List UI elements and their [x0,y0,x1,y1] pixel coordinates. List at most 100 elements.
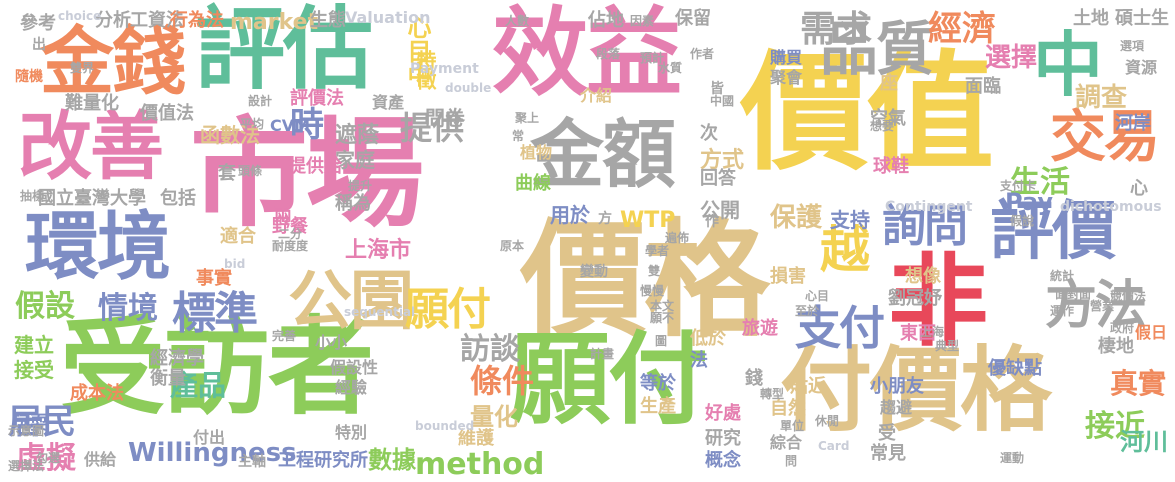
cloud-word: 雙 [648,264,661,278]
cloud-word: 介紹 [580,86,613,105]
cloud-word: 東西 [900,323,936,344]
cloud-word: 損害 [770,266,806,287]
cloud-word: 假說 [1010,214,1035,228]
cloud-word: 虛擬 [16,441,76,476]
cloud-word: WTP [620,208,676,233]
cloud-word: market [230,10,319,35]
cloud-word: 遮蔭 [335,123,380,148]
cloud-word: 時 [290,105,324,145]
cloud-word: 設計 [248,94,273,108]
cloud-word: 至於 [795,304,820,318]
cloud-word: 工程研究所 [278,450,368,471]
cloud-word: 評價 [990,195,1116,269]
cloud-word: Contingent [885,199,973,215]
cloud-word: 用於 [550,203,590,227]
cloud-word: 受 [878,423,896,444]
cloud-word: 購買 [770,48,803,67]
cloud-word: 家庭 [335,148,375,172]
cloud-word: 難量化 [65,93,119,114]
cloud-word: 好處 [705,403,741,424]
cloud-word: 常見 [870,443,906,464]
cloud-word: 需求 [800,9,873,50]
cloud-word: 段落 [596,47,621,61]
cloud-word: 生活 [1010,165,1070,200]
cloud-word: 方法 [1045,276,1147,336]
cloud-word: 生態 [310,10,346,31]
cloud-word: 耐度度 [272,239,309,253]
cloud-word: 野餐 [272,216,308,237]
cloud-word: 主軸 [238,454,266,470]
cloud-word: 錢 [745,368,763,389]
cloud-word: Willingness [128,438,297,468]
cloud-word: 棲地 [1098,336,1134,357]
cloud-word: 預計 [640,51,665,65]
cloud-word: 衡量 [150,368,186,389]
cloud-word: 心目中 [403,15,431,87]
cloud-word: 居民 [8,402,76,442]
cloud-word: 玩耍 [12,413,48,434]
cloud-word: 次 [700,123,718,144]
cloud-word: 價值法 [140,103,194,124]
cloud-word: 真實 [1110,367,1167,400]
cloud-word: 轉型 [760,387,785,401]
cloud-word: 頭條 [238,164,263,178]
cloud-word: 包括 [160,188,196,209]
cloud-word: 典型 [935,339,960,353]
cloud-word: 經濟學 [150,348,204,369]
cloud-word: 金額 [530,112,676,198]
cloud-word: method [415,447,545,482]
cloud-word: 經驗 [335,378,368,397]
cloud-word: 遍佈 [665,231,690,245]
cloud-word: 非 [888,243,988,360]
cloud-word: 維護 [458,428,494,449]
cloud-word: 運作 [1050,304,1075,318]
cloud-word: 特徵 [413,50,437,90]
cloud-word: 情境 [98,291,158,326]
cloud-word: 保留 [675,8,711,29]
cloud-word: 價格 [520,207,770,354]
cloud-word: 出 [32,37,46,53]
cloud-word: 評估 [195,0,373,102]
cloud-word: 改善 [18,104,164,190]
cloud-word: 標準 [172,288,258,339]
cloud-word: 選項 [1120,39,1145,53]
cloud-word: 兩 [271,205,292,223]
cloud-word: 心 [1130,178,1148,199]
cloud-word: 參考 [20,13,56,34]
cloud-word: 碩士生 [1115,8,1169,29]
cloud-word: dichotomous [1060,199,1162,215]
cloud-word: 旅遊 [742,318,778,339]
cloud-word: 概念 [705,450,741,471]
cloud-word: 接近 [1085,409,1145,444]
cloud-word: 提供 [400,109,465,147]
cloud-word: 水質 [658,61,683,75]
cloud-word: 方式 [700,148,745,173]
cloud-word: 綜合 [770,433,803,452]
cloud-word: double [445,81,492,95]
cloud-word: 分析 [95,10,131,31]
cloud-word: 座 [880,73,898,94]
cloud-word: 營業 [1090,299,1115,313]
cloud-word: 河川 [1120,428,1168,456]
cloud-word: 貼近 [790,376,826,397]
cloud-word: 上海 [920,325,945,339]
cloud-word: 提升 [348,179,373,193]
cloud-word: 想要 [870,119,895,133]
cloud-word: 品質 [820,15,934,83]
cloud-word: 勾選 [36,451,61,465]
cloud-word: 交易 [1050,105,1160,170]
cloud-word: 休閒 [815,414,840,428]
cloud-word: 詢問 [882,201,968,252]
cloud-word: 聚上 [515,111,540,125]
cloud-word: 小小 [315,333,348,352]
cloud-word: 中國 [710,94,735,108]
cloud-word: 效益 [492,0,682,109]
cloud-word: Payment [410,61,479,77]
cloud-word: 面對面 [1055,287,1092,301]
cloud-word: 國立臺灣大學 [38,188,146,209]
cloud-word: 願付 [405,284,491,335]
cloud-word: 行為法 [170,10,224,31]
cloud-word: 付價格 [780,337,1052,444]
cloud-word: 低於 [690,328,726,349]
